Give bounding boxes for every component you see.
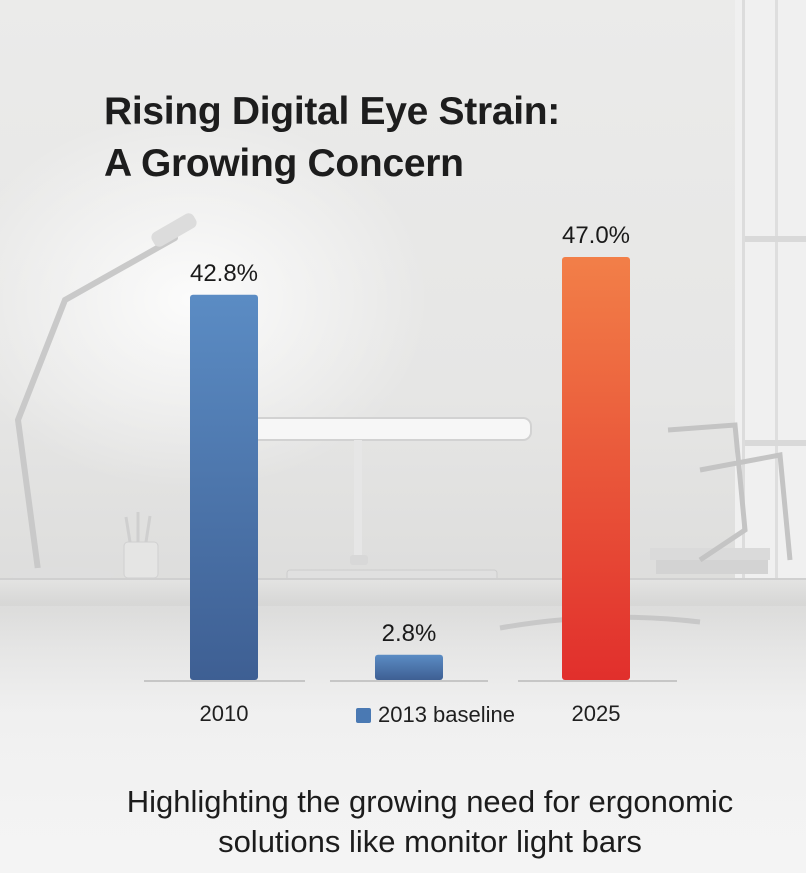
bar-value-label: 2.8% <box>382 620 437 647</box>
title-line-1: Rising Digital Eye Strain: <box>104 90 560 133</box>
bar-2010 <box>190 294 258 680</box>
infographic-title: Rising Digital Eye Strain: A Growing Con… <box>104 86 560 190</box>
x-tick-label: 2010 <box>200 701 249 726</box>
infographic-caption: Highlighting the growing need for ergono… <box>0 782 806 862</box>
bar-value-label: 47.0% <box>562 222 630 249</box>
bar-value-label: 42.8% <box>190 260 258 287</box>
legend-label: 2013 baseline <box>378 702 516 727</box>
bar-2025 <box>562 257 630 680</box>
caption-line-1: Highlighting the growing need for ergono… <box>126 784 734 819</box>
title-line-2: A Growing Concern <box>104 142 464 185</box>
bar-2013-baseline <box>375 654 443 680</box>
x-tick-label: 2025 <box>572 701 621 726</box>
caption-line-2: solutions like monitor light bars <box>218 824 642 859</box>
legend-swatch <box>356 707 371 723</box>
chart-legend: 2013 baseline <box>356 702 515 728</box>
monitor-light-bar-icon <box>210 417 532 565</box>
